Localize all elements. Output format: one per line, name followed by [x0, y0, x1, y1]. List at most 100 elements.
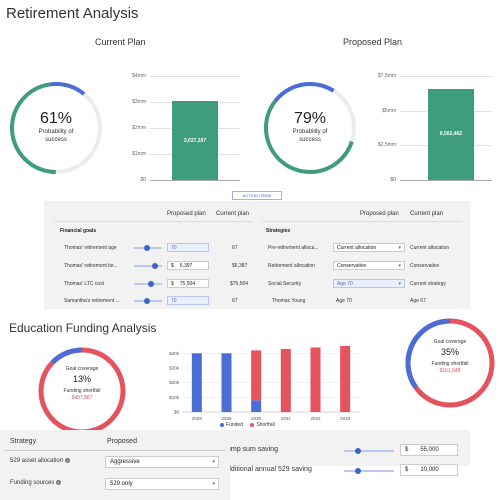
lump-sum-label: ump sum saving	[227, 446, 278, 453]
strategy-header: Strategy	[10, 438, 37, 445]
retirement-age-input[interactable]: 70	[167, 243, 209, 252]
y-tick-label: $30k	[169, 366, 180, 371]
input-value: 70	[171, 244, 177, 251]
annual-saving-slider[interactable]	[344, 470, 394, 472]
cur-ytick-0: $4mm	[132, 73, 146, 79]
row-label: Thomas' retirement ite...	[64, 263, 118, 269]
funded-bar	[251, 400, 262, 412]
info-icon[interactable]: i	[56, 480, 62, 485]
action-items-button[interactable]: ACTION ITEMS	[232, 191, 282, 200]
annual-saving-label: dditional annual 529 saving	[227, 466, 312, 473]
current-probability-text: 61% Probability of success	[8, 110, 104, 144]
proposed-plan-heading: Proposed Plan	[343, 37, 403, 47]
funding-sources-select[interactable]: 529 only ▾	[105, 478, 219, 490]
shortfall-bar	[340, 346, 351, 412]
retirement-income-input[interactable]: $6,397	[167, 261, 209, 270]
asset-allocation-label: 529 asset allocation i	[10, 458, 70, 464]
retirement-table-panel	[44, 201, 470, 309]
x-tick-label: 2032	[310, 416, 321, 421]
currency-symbol: $	[171, 280, 174, 287]
education-right-donut	[405, 318, 495, 408]
select-value: 529 only	[110, 481, 133, 487]
pre-retirement-allocation-select[interactable]: Current allocation ▾	[333, 243, 405, 252]
current-value: Conservative	[410, 263, 440, 269]
education-funding-chart: $40k $30k $20k $10k $0 2028 2029 2030 2031 2032 20…	[169, 346, 360, 421]
current-probability-label2: success	[45, 137, 67, 143]
funding-shortfall-label: Funding shortfall	[63, 388, 101, 394]
asset-allocation-select[interactable]: Aggressive ▾	[105, 456, 219, 468]
ltc-cost-input[interactable]: $75,504	[167, 279, 209, 288]
retirement-allocation-select[interactable]: Conservative ▾	[333, 261, 405, 270]
slider-knob[interactable]	[144, 298, 150, 304]
proposed-bar: 6,562,462	[428, 89, 474, 180]
social-security-select[interactable]: Age 70 ▾	[333, 279, 405, 288]
funding-shortfall-label: Funding shortfall	[431, 361, 469, 367]
shortfall-bar	[280, 348, 291, 412]
cur-ytick-2: $2mm	[132, 125, 146, 131]
funded-bar	[191, 353, 202, 412]
row-label: Thomas Young	[272, 298, 306, 304]
select-value: Aggressive	[110, 459, 140, 465]
input-value: 75,504	[179, 280, 196, 287]
x-tick-label: 2029	[221, 416, 232, 421]
current-value: 67	[232, 298, 238, 304]
x-tick-label: 2033	[340, 416, 351, 421]
asset-allocation-text: 529 asset allocation	[10, 458, 64, 464]
samantha-age-input[interactable]: 70	[167, 296, 209, 305]
slider-knob[interactable]	[148, 281, 154, 287]
proposed-probability-pct: 79%	[293, 110, 327, 127]
current-value: $75,504	[230, 281, 249, 287]
y-tick-label: $40k	[169, 351, 180, 356]
current-probability-pct: 61%	[39, 110, 73, 127]
x-tick-label: 2030	[251, 416, 262, 421]
slider-knob[interactable]	[144, 245, 150, 251]
cur-ytick-1: $3mm	[132, 99, 146, 105]
input-value: 70	[171, 297, 177, 304]
retirement-income-slider[interactable]	[134, 265, 162, 267]
info-icon[interactable]: i	[64, 458, 70, 463]
proposed-value: Age 70	[336, 298, 352, 304]
current-value: $6,387	[232, 263, 248, 269]
current-bar-label: 3,027,197	[183, 137, 207, 144]
input-value: 55,000	[420, 447, 439, 453]
select-value: Current allocation	[337, 244, 377, 251]
financial-goals-heading: Financial goals	[60, 228, 97, 234]
slider-knob[interactable]	[152, 263, 158, 269]
row-label: Thomas' retirement age	[64, 245, 117, 251]
education-right-donut-text: Goal coverage 35% Funding shortfall $161…	[404, 339, 496, 374]
annual-saving-input[interactable]: $10,000	[400, 464, 458, 476]
select-value: Conservative	[337, 262, 367, 269]
select-value: Age 70	[337, 280, 353, 287]
y-tick-label: $0	[174, 410, 180, 415]
funding-sources-text: Funding sources	[10, 480, 55, 486]
current-probability-donut	[10, 82, 102, 174]
slider-knob[interactable]	[355, 468, 361, 474]
row-label: Retirement allocation	[268, 263, 315, 269]
right-header-proposed: Proposed plan	[360, 211, 399, 217]
goal-coverage-pct: 13%	[72, 374, 91, 384]
chevron-down-icon: ▾	[212, 481, 215, 487]
slider-knob[interactable]	[355, 448, 361, 454]
legend-shortfall-label: Shortfall	[256, 422, 275, 428]
chevron-down-icon: ▾	[212, 459, 215, 465]
row-label: Social Security	[268, 281, 302, 287]
right-header-current: Current plan	[410, 211, 444, 217]
chevron-down-icon: ▾	[398, 245, 401, 251]
chart-legend: Funded Shortfall	[220, 422, 275, 428]
lump-sum-input[interactable]: $55,000	[400, 444, 458, 456]
strategies-heading: Strategies	[266, 228, 291, 234]
goal-coverage-label: Goal coverage	[65, 366, 99, 372]
currency-symbol: $	[171, 262, 174, 269]
x-tick-label: 2031	[281, 416, 292, 421]
prop-ytick-3: $0	[390, 177, 396, 183]
goal-coverage-pct: 35%	[440, 347, 459, 357]
current-value: 67	[232, 245, 238, 251]
y-tick-label: $10k	[169, 395, 180, 400]
funded-bar	[221, 353, 232, 412]
goal-coverage-label: Goal coverage	[433, 339, 467, 345]
lump-sum-slider[interactable]	[344, 450, 394, 452]
cur-ytick-3: $1mm	[132, 151, 146, 157]
proposed-probability-label2: success	[299, 137, 321, 143]
current-value: Current allocation	[410, 245, 450, 251]
input-value: 10,000	[420, 467, 439, 473]
